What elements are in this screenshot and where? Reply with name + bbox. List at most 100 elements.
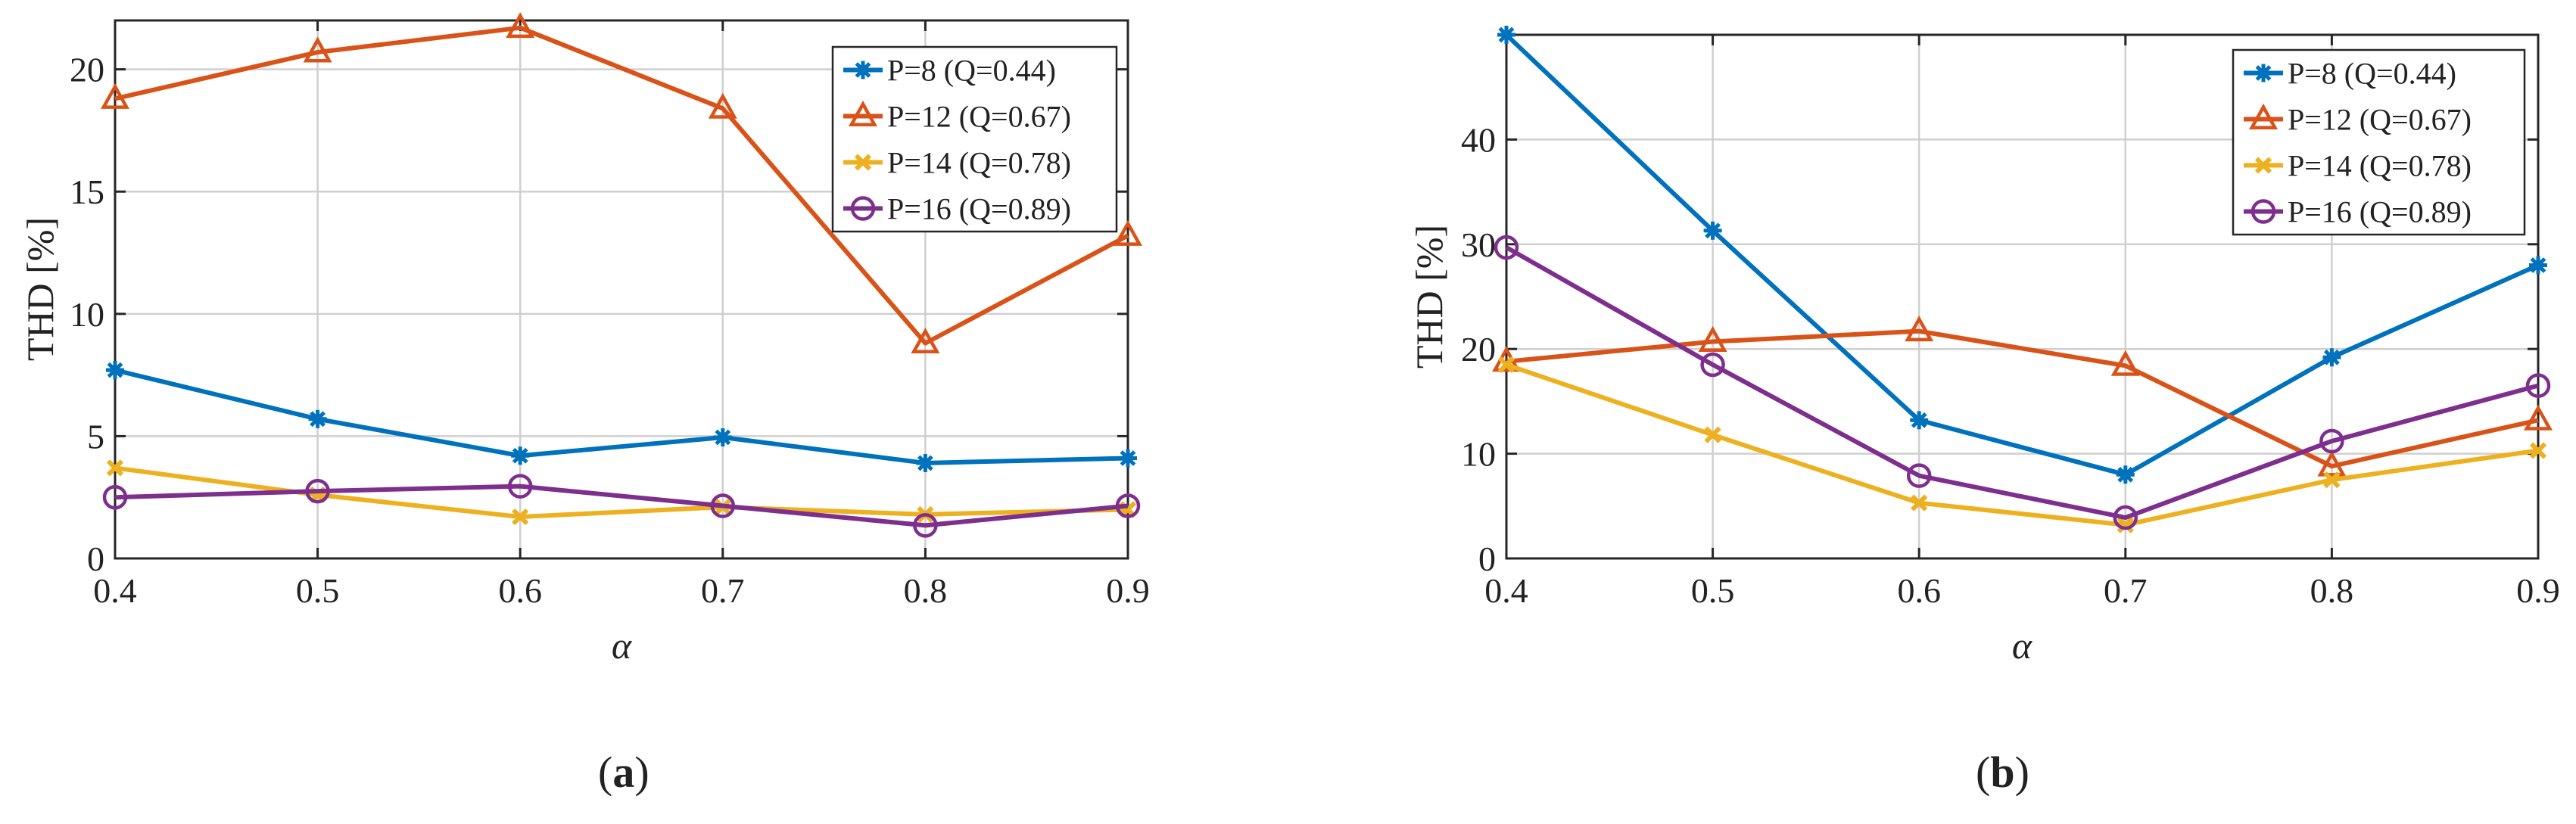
legend-marker — [2254, 157, 2272, 174]
series-circle — [102, 474, 1141, 538]
data-point-marker — [913, 513, 938, 538]
legend-label: P=14 (Q=0.78) — [2288, 149, 2472, 183]
x-tick-label: 0.5 — [296, 571, 340, 610]
data-point-marker — [507, 474, 533, 499]
legend-label: P=12 (Q=0.67) — [887, 100, 1071, 134]
legend-box — [831, 45, 1118, 233]
data-point-marker — [2323, 471, 2341, 489]
series-line — [114, 25, 1129, 346]
data-point-marker — [2319, 428, 2344, 454]
data-point-marker — [511, 446, 530, 465]
panel-caption-letter: b — [1990, 748, 2014, 797]
data-point-marker — [713, 428, 732, 447]
legend-entry: P=14 (Q=0.78) — [843, 146, 1071, 180]
data-point-marker — [1113, 219, 1143, 246]
data-point-marker — [916, 453, 935, 472]
x-tick-label: 0.4 — [93, 571, 137, 610]
y-tick-label: 15 — [70, 173, 104, 211]
plot-frame — [1505, 33, 2540, 560]
data-point-marker — [2529, 256, 2547, 275]
y-tick-label: 10 — [1461, 435, 1496, 474]
legend-label: P=8 (Q=0.44) — [2288, 57, 2456, 91]
panel-a: 0 5 10 15 20 0.4 0.5 0.6 0.7 0.8 0.9 α THD [%] P=8… — [19, 12, 1150, 797]
x-tick-label: 0.8 — [904, 571, 948, 610]
legend-label: P=8 (Q=0.44) — [887, 54, 1056, 88]
panel-caption: (b) — [1976, 748, 2029, 797]
x-tick-label: 0.8 — [2310, 571, 2354, 610]
legend: P=8 (Q=0.44) P=12 (Q=0.67) P=14 (Q=0.78) P=… — [831, 45, 1118, 233]
legend-marker — [854, 154, 872, 171]
x-tick-label: 0.4 — [1484, 571, 1528, 610]
data-point-marker — [911, 327, 940, 354]
y-axis-label: THD [%] — [19, 217, 61, 361]
data-point-marker — [1910, 411, 1929, 430]
legend-marker — [2248, 103, 2279, 129]
data-point-marker — [1906, 463, 1932, 488]
legend-label: P=14 (Q=0.78) — [887, 146, 1071, 180]
y-tick-label: 20 — [1461, 330, 1496, 368]
legend-entry: P=8 (Q=0.44) — [843, 54, 1056, 88]
data-point-marker — [1911, 494, 1928, 512]
data-point-marker — [512, 508, 529, 526]
data-point-marker — [1704, 426, 1721, 443]
series-x — [1497, 356, 2547, 533]
x-tick-label: 0.6 — [498, 571, 542, 610]
legend-box — [2232, 48, 2526, 236]
y-tick-label: 5 — [87, 417, 104, 456]
data-point-marker — [1698, 325, 1727, 352]
legend-label: P=16 (Q=0.89) — [887, 192, 1071, 226]
series-line — [1506, 362, 2539, 527]
x-tick-label: 0.7 — [2104, 571, 2148, 610]
series-triangle — [100, 12, 1143, 354]
data-point-marker — [506, 12, 535, 39]
legend-entry: P=16 (Q=0.89) — [843, 192, 1071, 226]
x-tick-label: 0.6 — [1897, 571, 1941, 610]
series-line — [1504, 33, 2540, 477]
data-point-marker — [106, 361, 124, 380]
panel-b: 0 10 20 30 40 0.4 0.5 0.6 0.7 0.8 0.9 α THD [%] P=… — [1408, 26, 2560, 797]
x-tick-label: 0.9 — [1106, 571, 1150, 610]
data-point-marker — [2317, 450, 2347, 477]
legend-entry: P=12 (Q=0.67) — [843, 100, 1071, 134]
data-point-marker — [1497, 356, 1515, 374]
data-point-marker — [100, 82, 130, 109]
legend: P=8 (Q=0.44) P=12 (Q=0.67) P=14 (Q=0.78) P=… — [2232, 48, 2526, 236]
y-tick-label: 0 — [87, 539, 104, 578]
series-line — [1505, 245, 2539, 521]
x-axis-label: α — [612, 624, 633, 667]
legend-marker — [848, 100, 878, 126]
y-tick-label: 40 — [1461, 120, 1496, 159]
data-point-marker — [2110, 350, 2140, 376]
series-circle — [1494, 235, 2551, 530]
legend-entry: P=8 (Q=0.44) — [2244, 57, 2456, 91]
x-tick-label: 0.9 — [2516, 571, 2560, 610]
legend-entry: P=14 (Q=0.78) — [2244, 149, 2472, 183]
data-point-marker — [1497, 26, 1515, 44]
y-tick-label: 10 — [70, 295, 104, 334]
data-point-marker — [2529, 442, 2547, 459]
legend-entry: P=12 (Q=0.67) — [2244, 103, 2472, 137]
series-asterisk — [1497, 26, 2547, 484]
data-point-marker — [2116, 465, 2135, 484]
legend-marker — [854, 61, 872, 79]
data-point-marker — [102, 484, 128, 510]
data-point-marker — [303, 36, 332, 63]
data-point-marker — [1119, 449, 1137, 468]
legend-label: P=16 (Q=0.89) — [2288, 195, 2472, 229]
legend-marker — [2254, 64, 2272, 82]
plot-frame — [114, 19, 1129, 560]
data-point-marker — [2322, 348, 2341, 367]
x-tick-label: 0.7 — [701, 571, 745, 610]
x-axis-label: α — [2012, 624, 2033, 667]
y-tick-label: 20 — [70, 51, 104, 89]
y-axis-label: THD [%] — [1408, 225, 1450, 368]
data-point-marker — [305, 478, 330, 504]
data-point-marker — [2113, 505, 2138, 530]
data-point-marker — [1494, 235, 1519, 260]
data-point-marker — [2117, 516, 2134, 533]
legend-entry: P=16 (Q=0.89) — [2244, 195, 2472, 229]
legend-label: P=12 (Q=0.67) — [2288, 103, 2472, 137]
data-point-marker — [1700, 352, 1725, 378]
data-point-marker — [708, 92, 737, 119]
data-point-marker — [1703, 221, 1722, 240]
